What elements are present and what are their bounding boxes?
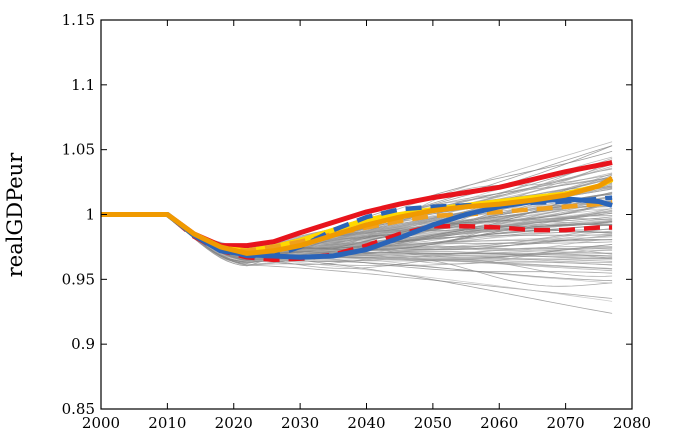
axis-ticks: 2000 2010 2020 2030 2040 2050 2060 2070 2080 0.85… bbox=[62, 11, 652, 432]
y-tick-label: 0.95 bbox=[62, 270, 95, 288]
highlight-series bbox=[101, 160, 614, 263]
x-tick-label: 2010 bbox=[148, 414, 186, 432]
y-tick-label: 1.15 bbox=[62, 11, 95, 29]
y-tick-label: 1.05 bbox=[62, 141, 95, 159]
x-tick-label: 2080 bbox=[613, 414, 651, 432]
y-tick-label: 1 bbox=[85, 206, 95, 224]
y-tick-label: 0.9 bbox=[71, 335, 95, 353]
x-tick-label: 2050 bbox=[414, 414, 452, 432]
y-tick-label: 1.1 bbox=[71, 76, 95, 94]
x-tick-label: 2030 bbox=[281, 414, 319, 432]
x-tick-label: 2020 bbox=[215, 414, 253, 432]
x-tick-label: 2070 bbox=[547, 414, 585, 432]
y-tick-label: 0.85 bbox=[62, 400, 95, 418]
x-tick-label: 2040 bbox=[347, 414, 385, 432]
y-axis-title: realGDPeur bbox=[3, 152, 27, 277]
x-tick-label: 2060 bbox=[480, 414, 518, 432]
series-line-2 bbox=[101, 212, 613, 263]
series-line-7 bbox=[101, 176, 614, 256]
x-tick-label: 2000 bbox=[82, 414, 120, 432]
